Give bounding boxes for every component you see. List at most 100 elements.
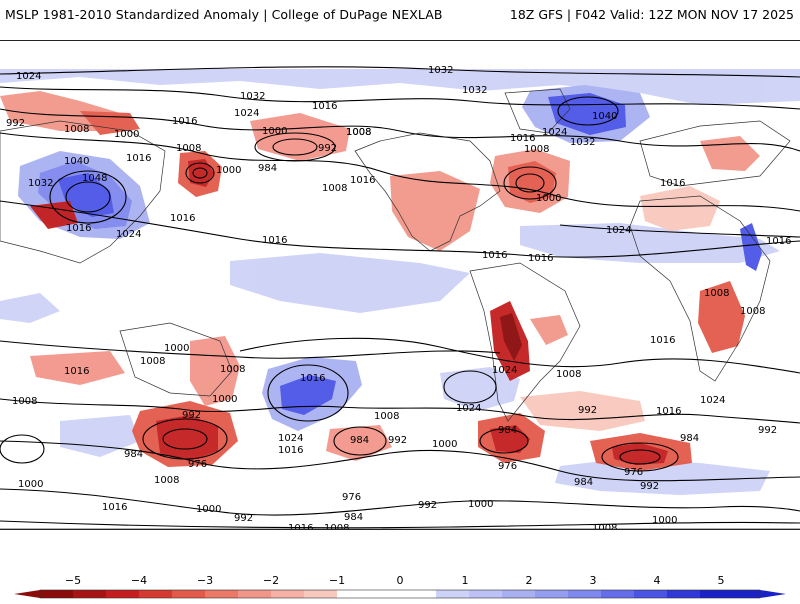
isobar-992-south	[0, 488, 800, 516]
isobar-label: 984	[350, 435, 369, 446]
scale-tick-label: −1	[329, 574, 345, 587]
isobar-label: 1048	[82, 173, 107, 184]
scale-tick-label: 2	[526, 574, 533, 587]
isobar-label: 1008	[346, 127, 371, 138]
isobar-1016-north	[0, 108, 800, 152]
low-southeast-pacific-rings	[142, 418, 228, 460]
isobar-label: 984	[344, 512, 363, 523]
isobar-label: 984	[574, 477, 593, 488]
anomaly-low-australia-east	[190, 336, 240, 406]
coast-australia	[119, 322, 233, 397]
isobar-label: 1016	[262, 235, 287, 246]
color-bin	[304, 590, 337, 598]
anomaly-high-south-band	[60, 415, 140, 457]
isobar-label: 1000	[432, 439, 457, 450]
isobar-label: 1008	[704, 288, 729, 299]
low-north-atlantic-rings-inner	[515, 173, 545, 193]
isobar-label: 1008	[322, 183, 347, 194]
isobar-label: 1000	[212, 394, 237, 405]
isobar-label: 1016	[126, 153, 151, 164]
low-gulf-alaska-rings-inner	[272, 138, 318, 156]
isobar-label: 1024	[700, 395, 725, 406]
color-scale: −5 −4 −3 −2 −1 0 1 2 3 4 5	[0, 570, 800, 600]
color-scale-svg: −5 −4 −3 −2 −1 0 1 2 3 4 5	[14, 574, 786, 599]
isobar-label: 1000	[262, 126, 287, 137]
color-scale-right-arrow	[760, 590, 786, 598]
isobar-1008-mid	[0, 132, 800, 212]
color-bin	[403, 590, 436, 598]
isobar-label: 1008	[346, 127, 371, 138]
map-panel[interactable]: 1024 1032 992 1008 1000 1016 1024 1032 1…	[0, 40, 800, 530]
low-south-america-tip-rings	[479, 428, 529, 454]
isobar-label: 1024	[542, 127, 567, 138]
anomaly-low-bering-core	[188, 159, 214, 187]
isobar-label: 976	[624, 467, 643, 478]
low-bering-rings-inner	[192, 167, 208, 179]
isobar-label: 1000	[468, 499, 493, 510]
low-bering-rings	[185, 162, 215, 184]
isobar-label: 1016	[288, 523, 313, 530]
high-greenland-rings	[557, 96, 619, 126]
coast-africa	[629, 195, 771, 382]
color-bin	[73, 590, 106, 598]
isobar-label: 1024	[456, 403, 481, 414]
isobar-label: 984	[498, 425, 517, 436]
high-siberia-rings	[49, 170, 127, 224]
isobar-label: 992	[318, 143, 337, 154]
isobar-1016-south	[239, 337, 800, 374]
isobar-label: 984	[680, 433, 699, 444]
scale-tick-label: −4	[131, 574, 147, 587]
anomaly-low-north-africa	[640, 186, 720, 231]
isobar-label: 1008	[154, 475, 179, 486]
isobar-label: 1016	[102, 502, 127, 513]
isobar-1024-subtrop	[559, 224, 800, 238]
color-scale-border	[39, 589, 761, 599]
isobar-label: 984	[258, 163, 277, 174]
scale-tick-label: 1	[462, 574, 469, 587]
isobar-label: 1024	[606, 225, 631, 236]
isobar-label: 1000	[536, 193, 561, 204]
color-bin	[634, 590, 667, 598]
color-bin	[601, 590, 634, 598]
isobar-label: 1016	[172, 116, 197, 127]
anomaly-low-southwest-pacific	[30, 351, 125, 385]
isobar-label: 1008	[524, 144, 549, 155]
isobar-1016-polar	[0, 520, 800, 529]
isobar-label: 1016	[656, 406, 681, 417]
anomaly-low-chile-peak	[500, 313, 522, 361]
anomaly-low-south-indian-core	[612, 443, 668, 465]
isobar-label: 1008	[324, 523, 349, 530]
high-south-pacific-rings	[267, 364, 349, 422]
anomaly-low-gulf-alaska	[250, 113, 350, 161]
isobar-label: 1016	[650, 335, 675, 346]
color-bin	[271, 590, 304, 598]
isobar-label: 1024	[116, 229, 141, 240]
anomaly-high-tropical-band	[230, 253, 470, 313]
color-bin	[568, 590, 601, 598]
color-bin	[700, 590, 733, 598]
isobar-label: 992	[234, 513, 253, 524]
anomaly-high-south-pacific-core	[280, 375, 336, 415]
anomaly-low-east-africa	[698, 281, 745, 353]
isobar-label: 992	[6, 118, 25, 129]
low-north-atlantic-rings	[503, 166, 557, 200]
isobar-label: 984	[124, 449, 143, 460]
color-bin	[139, 590, 172, 598]
scale-tick-label: −2	[263, 574, 279, 587]
isobar-label: 1016	[660, 178, 685, 189]
coast-greenland	[504, 88, 571, 134]
isobar-label: 1000	[18, 479, 43, 490]
isobar-label: 1016	[510, 133, 535, 144]
coast-asia	[0, 120, 166, 264]
isobar-label: 992	[182, 410, 201, 421]
isobar-label: 1000	[114, 129, 139, 140]
isobar-1024-north	[0, 86, 800, 110]
color-bin	[106, 590, 139, 598]
anomaly-high-atlantic-band	[520, 223, 780, 263]
isobar-label: 976	[342, 492, 361, 503]
low-gulf-alaska-rings	[254, 132, 336, 162]
color-bin	[535, 590, 568, 598]
isobar-1016-midlat	[0, 200, 800, 258]
low-south-indian-rings-inner	[619, 449, 661, 465]
color-bin	[337, 590, 403, 598]
